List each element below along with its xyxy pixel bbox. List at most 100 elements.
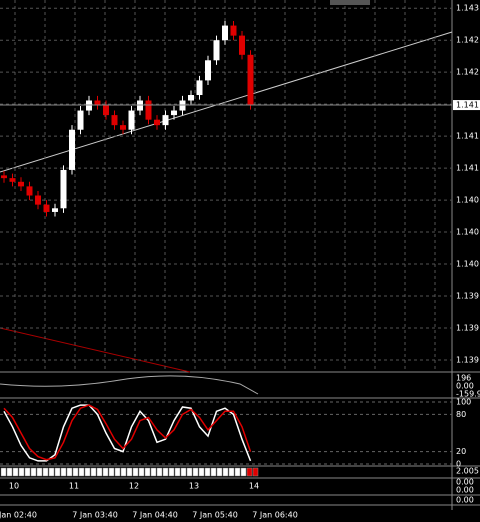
cci-line [0, 375, 259, 395]
cci-label: -159.9 [456, 390, 480, 399]
candle-body [247, 54, 254, 106]
square [234, 467, 241, 477]
candle-body [69, 129, 75, 170]
square [210, 467, 217, 477]
day-label: 10 [9, 482, 19, 491]
candle-body [18, 181, 24, 187]
square [42, 467, 49, 477]
candle-body [213, 40, 220, 61]
candle-body [171, 110, 177, 116]
square [78, 467, 85, 477]
candle-body [230, 25, 237, 36]
candle-body [77, 110, 84, 130]
price-label: 1.141 [456, 101, 479, 110]
square [240, 467, 247, 477]
day-label: 13 [189, 482, 199, 491]
candle-body [128, 110, 135, 130]
y-tick-label: 1.140 [456, 196, 479, 205]
candle-body [103, 105, 109, 116]
y-tick-label: 1.140 [456, 260, 479, 269]
square [54, 467, 61, 477]
candle-body [60, 169, 67, 209]
square [162, 467, 169, 477]
x-tick-label: 7 Jan 05:40 [192, 511, 238, 520]
toolbar-box [330, 0, 370, 5]
candle-body [154, 119, 160, 126]
square [126, 467, 133, 477]
square [192, 467, 199, 477]
candle-body [52, 208, 58, 212]
candle-body [222, 25, 228, 41]
square [150, 467, 157, 477]
square [48, 467, 55, 477]
candle-body [205, 60, 211, 81]
square [0, 467, 7, 477]
candle-body [1, 175, 7, 179]
cci-label: 196 [456, 374, 471, 383]
stoch-line [3, 404, 252, 462]
square [12, 467, 19, 477]
y-tick-label: 1.139 [456, 355, 479, 364]
square [186, 467, 193, 477]
square [60, 467, 67, 477]
square [222, 467, 229, 477]
indicator-label: 0.00 [456, 478, 474, 487]
x-tick-label: 7 Jan 03:40 [72, 511, 118, 520]
square [120, 467, 127, 477]
square [72, 467, 79, 477]
candle-body [43, 204, 50, 212]
candle-body [196, 80, 203, 96]
square [6, 467, 13, 477]
y-tick-label: 1.142 [456, 36, 479, 45]
square [108, 467, 115, 477]
y-tick-label: 80 [456, 410, 466, 419]
trend-line [0, 31, 453, 173]
square [228, 467, 235, 477]
y-tick-label: 1.141 [456, 132, 479, 141]
candle-body [239, 35, 245, 55]
square [36, 467, 43, 477]
square [246, 467, 253, 477]
square [132, 467, 139, 477]
square [198, 467, 205, 477]
x-tick-label: 7 Jan 06:40 [252, 511, 298, 520]
square [138, 467, 145, 477]
square [252, 467, 259, 477]
y-tick-label: 0 [456, 460, 461, 469]
indicator-label: 2.005 [456, 467, 479, 476]
square [84, 467, 91, 477]
cci-label: 0.00 [456, 382, 474, 391]
y-tick-label: 20 [456, 447, 466, 456]
square [174, 467, 181, 477]
candle-body [145, 100, 152, 120]
square [114, 467, 121, 477]
day-label: 14 [249, 482, 259, 491]
y-tick-label: 1.142 [456, 68, 479, 77]
y-tick-label: 1.141 [456, 164, 479, 173]
y-tick-label: 1.140 [456, 228, 479, 237]
price-label-box [453, 100, 480, 111]
x-tick-label: 7 Jan 04:40 [132, 511, 178, 520]
candle-body [120, 125, 126, 130]
candle-body [188, 95, 194, 101]
indicator-label: 0.00 [456, 496, 474, 505]
day-label: 12 [129, 482, 139, 491]
candle-body [26, 186, 33, 196]
indicator-label: 0.00 [456, 486, 474, 495]
square [216, 467, 223, 477]
candle-body [111, 115, 118, 126]
y-tick-label: 1.139 [456, 292, 479, 301]
square [66, 467, 73, 477]
stoch-line [3, 404, 252, 461]
day-label: 11 [69, 482, 79, 491]
square [204, 467, 211, 477]
square [90, 467, 97, 477]
square [156, 467, 163, 477]
candle-body [162, 115, 169, 126]
candle-body [9, 178, 16, 182]
square [102, 467, 109, 477]
square [180, 467, 187, 477]
square [24, 467, 31, 477]
